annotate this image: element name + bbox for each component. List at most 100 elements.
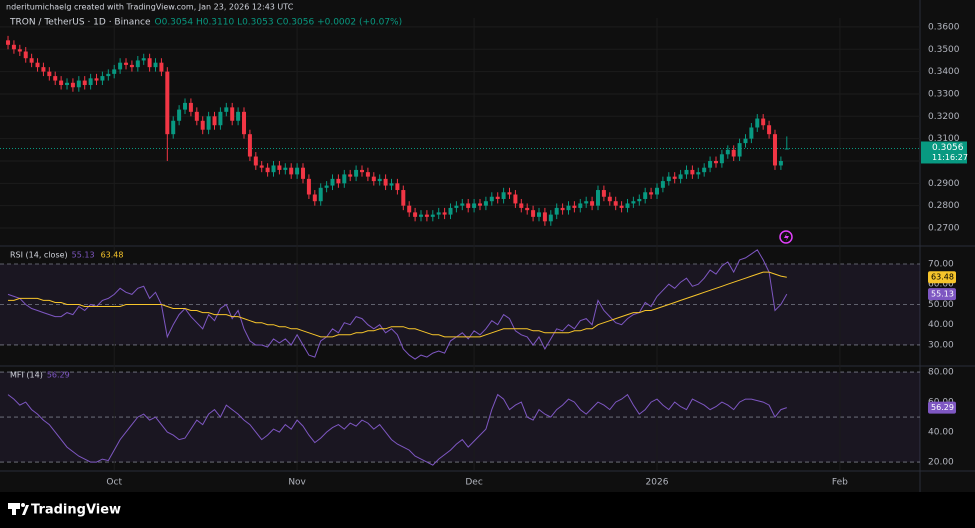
candle-body (165, 71, 170, 135)
y-tick-label: 50.00 (928, 300, 954, 310)
y-tick-label: 0.3600 (928, 22, 960, 32)
indicator-line (7, 249, 788, 360)
candle-body (200, 120, 205, 130)
candle-body (342, 174, 347, 184)
candle-body (236, 111, 241, 121)
candle-body (47, 71, 52, 77)
candle-body (743, 138, 748, 144)
pane-title: TRON / TetherUS · 1D · Binance (9, 18, 151, 28)
pane-title: MFI (14) (10, 371, 43, 380)
candle-body (242, 111, 247, 135)
candle-body (171, 120, 176, 135)
candle-body (23, 51, 28, 59)
candle-body (159, 62, 164, 72)
candle-body (696, 172, 701, 175)
ohlc-legend: O0.3054 H0.3110 L0.3053 C0.3056 +0.0002 … (155, 18, 403, 28)
candle-body (247, 134, 252, 157)
candle-body (466, 203, 471, 208)
candle-body (713, 160, 718, 164)
candle-body (70, 82, 75, 88)
legend-value: 56.29 (47, 371, 70, 380)
candle-body (678, 174, 683, 179)
candle-body (259, 165, 264, 168)
y-tick-label: 0.3500 (928, 45, 960, 55)
candle-body (383, 178, 388, 186)
candle-body (489, 196, 494, 202)
candle-body (283, 167, 288, 170)
candle-body (643, 192, 648, 199)
candle-body (531, 210, 536, 217)
candle-body (761, 118, 766, 126)
candle-body (59, 80, 64, 86)
candle-body (637, 198, 642, 202)
candle-body (767, 125, 772, 135)
indicator-line (8, 271, 787, 338)
indicator-line (7, 393, 787, 466)
candle-body (129, 64, 134, 68)
y-tick-label: 70.00 (928, 259, 954, 269)
legend-value: 55.13 (72, 251, 95, 260)
candle-body (501, 192, 506, 199)
x-tick-label: Oct (106, 478, 122, 488)
candle-body (401, 190, 406, 206)
logo: TradingView (8, 503, 121, 518)
candle-body (6, 40, 11, 45)
candle-body (265, 167, 270, 173)
candle-body (584, 201, 589, 204)
candle-body (654, 187, 659, 195)
candle-body (218, 111, 223, 126)
candle-body (519, 203, 524, 208)
candle-body (354, 169, 359, 177)
candle-body (371, 176, 376, 182)
x-tick-label: Feb (832, 478, 848, 488)
y-tick-label: 0.3200 (928, 112, 960, 122)
candle-body (419, 214, 424, 217)
x-tick-label: 2026 (646, 478, 669, 488)
candle-body (253, 156, 258, 166)
candle-body (106, 73, 111, 77)
candle-body (88, 78, 93, 86)
candle-body (183, 102, 188, 110)
candle-body (672, 176, 677, 179)
candle-body (360, 169, 365, 173)
y-tick-label: 0.3400 (928, 67, 960, 77)
candle-body (17, 49, 22, 52)
x-tick-label: Nov (288, 478, 306, 488)
candle-body (65, 82, 70, 86)
candle-body (554, 207, 559, 215)
candle-body (377, 178, 382, 182)
candle-body (690, 169, 695, 175)
candle-body (448, 207, 453, 215)
candle-body (424, 214, 429, 217)
candle-body (472, 203, 477, 208)
candle-body (542, 212, 547, 222)
y-tick-label: 60.00 (928, 280, 954, 290)
candle-body (507, 192, 512, 195)
candle-body (100, 76, 105, 81)
y-tick-label: 20.00 (928, 458, 954, 468)
legend-value: 63.48 (101, 251, 124, 260)
candle-body (483, 201, 488, 206)
candle-body (548, 214, 553, 222)
candle-body (578, 203, 583, 208)
y-tick-label: 0.3300 (928, 89, 960, 99)
candle-body (365, 172, 370, 177)
price-badge (921, 141, 967, 164)
candle-body (177, 109, 182, 121)
candle-body (11, 44, 16, 50)
candle-body (560, 207, 565, 211)
candle-body (607, 196, 612, 202)
candle-body (684, 169, 689, 175)
value-label: 63.48 (931, 273, 954, 282)
candle-body (731, 149, 736, 157)
value-badge (928, 288, 956, 301)
y-tick-label: 80.00 (928, 368, 954, 378)
pane-title: RSI (14, close) (10, 251, 68, 260)
candle-body (778, 160, 783, 166)
candle-body (29, 58, 34, 63)
candle-body (755, 118, 760, 128)
candle-body (212, 116, 217, 126)
candle-body (35, 62, 40, 68)
attribution: nderitumichaelg created with TradingView… (6, 3, 294, 12)
candle-body (118, 62, 123, 70)
